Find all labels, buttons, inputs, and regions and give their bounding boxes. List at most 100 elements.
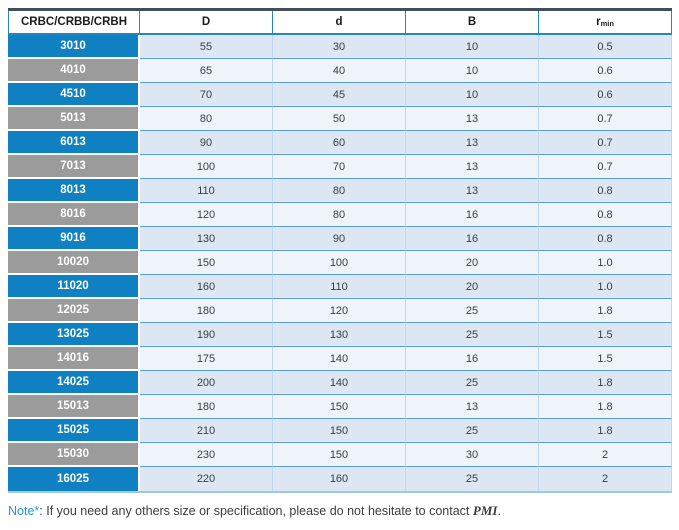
note-colon: : bbox=[39, 504, 47, 518]
value-cell-r: 0.7 bbox=[539, 155, 672, 179]
model-cell: 6013 bbox=[8, 131, 140, 155]
table-row: 15030 230 150 30 2 bbox=[8, 443, 672, 467]
model-cell: 7013 bbox=[8, 155, 140, 179]
table-row: 6013 90 60 13 0.7 bbox=[8, 131, 672, 155]
value-cell-D: 55 bbox=[140, 35, 273, 59]
value-cell-B: 13 bbox=[406, 155, 539, 179]
model-cell: 16025 bbox=[8, 467, 140, 491]
column-header-d: d bbox=[273, 11, 406, 35]
value-cell-d: 40 bbox=[273, 59, 406, 83]
model-cell: 15013 bbox=[8, 395, 140, 419]
value-cell-B: 16 bbox=[406, 203, 539, 227]
value-cell-B: 13 bbox=[406, 179, 539, 203]
value-cell-B: 30 bbox=[406, 443, 539, 467]
value-cell-d: 80 bbox=[273, 203, 406, 227]
value-cell-r: 1.5 bbox=[539, 323, 672, 347]
column-header-model: CRBC/CRBB/CRBH bbox=[8, 11, 140, 35]
model-cell: 15025 bbox=[8, 419, 140, 443]
column-header-D: D bbox=[140, 11, 273, 35]
value-cell-D: 110 bbox=[140, 179, 273, 203]
value-cell-d: 100 bbox=[273, 251, 406, 275]
value-cell-D: 200 bbox=[140, 371, 273, 395]
value-cell-r: 2 bbox=[539, 467, 672, 491]
value-cell-D: 180 bbox=[140, 395, 273, 419]
table-row: 7013 100 70 13 0.7 bbox=[8, 155, 672, 179]
model-cell: 8013 bbox=[8, 179, 140, 203]
value-cell-D: 80 bbox=[140, 107, 273, 131]
table-row: 8013 110 80 13 0.8 bbox=[8, 179, 672, 203]
value-cell-B: 20 bbox=[406, 251, 539, 275]
table-row: 4010 65 40 10 0.6 bbox=[8, 59, 672, 83]
value-cell-D: 160 bbox=[140, 275, 273, 299]
model-cell: 5013 bbox=[8, 107, 140, 131]
value-cell-r: 0.6 bbox=[539, 83, 672, 107]
value-cell-d: 45 bbox=[273, 83, 406, 107]
note-label: Note* bbox=[8, 504, 40, 518]
value-cell-d: 60 bbox=[273, 131, 406, 155]
value-cell-d: 140 bbox=[273, 371, 406, 395]
note-period: . bbox=[497, 504, 501, 518]
model-cell: 15030 bbox=[8, 443, 140, 467]
table-row: 11020 160 110 20 1.0 bbox=[8, 275, 672, 299]
value-cell-d: 30 bbox=[273, 35, 406, 59]
value-cell-r: 0.8 bbox=[539, 203, 672, 227]
model-cell: 4510 bbox=[8, 83, 140, 107]
value-cell-D: 70 bbox=[140, 83, 273, 107]
value-cell-r: 0.7 bbox=[539, 131, 672, 155]
model-cell: 10020 bbox=[8, 251, 140, 275]
value-cell-r: 2 bbox=[539, 443, 672, 467]
value-cell-B: 13 bbox=[406, 107, 539, 131]
table-row: 10020 150 100 20 1.0 bbox=[8, 251, 672, 275]
column-header-B: B bbox=[406, 11, 539, 35]
model-cell: 3010 bbox=[8, 35, 140, 59]
value-cell-d: 70 bbox=[273, 155, 406, 179]
model-cell: 14016 bbox=[8, 347, 140, 371]
value-cell-B: 13 bbox=[406, 131, 539, 155]
model-cell: 9016 bbox=[8, 227, 140, 251]
value-cell-r: 1.8 bbox=[539, 395, 672, 419]
note-brand: PMI bbox=[472, 503, 498, 518]
value-cell-B: 13 bbox=[406, 395, 539, 419]
value-cell-r: 0.6 bbox=[539, 59, 672, 83]
value-cell-B: 10 bbox=[406, 59, 539, 83]
value-cell-d: 160 bbox=[273, 467, 406, 491]
value-cell-r: 0.8 bbox=[539, 179, 672, 203]
value-cell-D: 230 bbox=[140, 443, 273, 467]
value-cell-r: 1.8 bbox=[539, 299, 672, 323]
value-cell-d: 110 bbox=[273, 275, 406, 299]
value-cell-D: 175 bbox=[140, 347, 273, 371]
table-row: 14025 200 140 25 1.8 bbox=[8, 371, 672, 395]
model-cell: 4010 bbox=[8, 59, 140, 83]
value-cell-D: 130 bbox=[140, 227, 273, 251]
value-cell-d: 150 bbox=[273, 395, 406, 419]
value-cell-d: 140 bbox=[273, 347, 406, 371]
column-header-r: r min bbox=[539, 11, 672, 35]
value-cell-D: 190 bbox=[140, 323, 273, 347]
value-cell-B: 16 bbox=[406, 227, 539, 251]
value-cell-B: 10 bbox=[406, 83, 539, 107]
value-cell-D: 220 bbox=[140, 467, 273, 491]
value-cell-B: 16 bbox=[406, 347, 539, 371]
table-row: 8016 120 80 16 0.8 bbox=[8, 203, 672, 227]
value-cell-d: 130 bbox=[273, 323, 406, 347]
table-row: 13025 190 130 25 1.5 bbox=[8, 323, 672, 347]
value-cell-d: 150 bbox=[273, 443, 406, 467]
value-cell-r: 0.8 bbox=[539, 227, 672, 251]
table-row: 14016 175 140 16 1.5 bbox=[8, 347, 672, 371]
model-cell: 14025 bbox=[8, 371, 140, 395]
value-cell-D: 65 bbox=[140, 59, 273, 83]
value-cell-B: 10 bbox=[406, 35, 539, 59]
value-cell-D: 90 bbox=[140, 131, 273, 155]
value-cell-d: 50 bbox=[273, 107, 406, 131]
value-cell-B: 25 bbox=[406, 419, 539, 443]
value-cell-r: 1.8 bbox=[539, 419, 672, 443]
value-cell-B: 20 bbox=[406, 275, 539, 299]
value-cell-d: 90 bbox=[273, 227, 406, 251]
value-cell-r: 1.0 bbox=[539, 251, 672, 275]
value-cell-d: 150 bbox=[273, 419, 406, 443]
table-body: 3010 55 30 10 0.5 4010 65 40 10 0.6 4510 70 45 10 0.6 5… bbox=[8, 35, 672, 491]
table-row: 3010 55 30 10 0.5 bbox=[8, 35, 672, 59]
value-cell-B: 25 bbox=[406, 299, 539, 323]
